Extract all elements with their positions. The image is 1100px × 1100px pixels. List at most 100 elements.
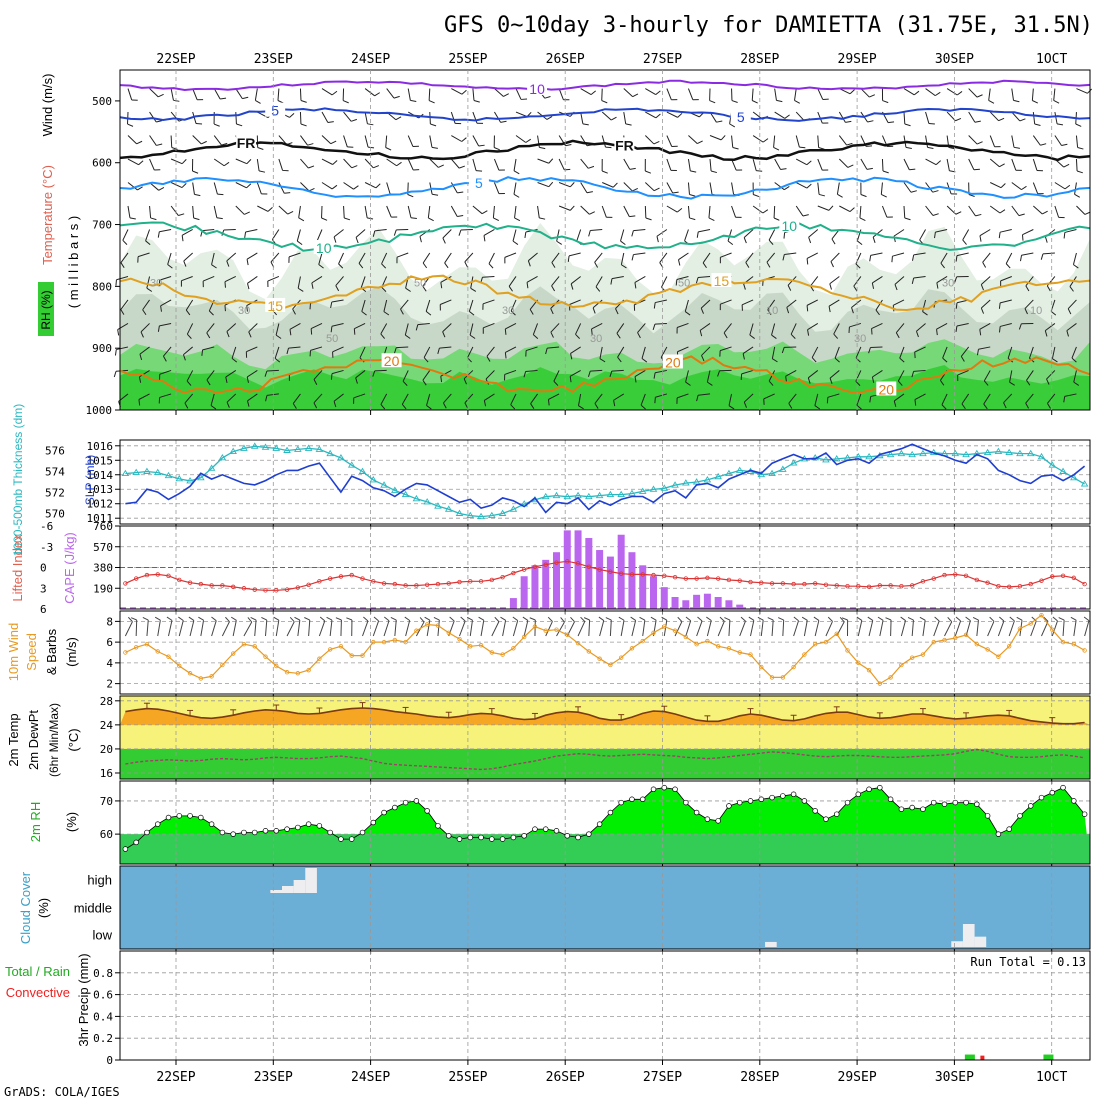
rh2m-point	[726, 803, 732, 809]
lifted-index-point	[306, 582, 311, 587]
wind-speed-point	[1060, 639, 1066, 645]
wind-barb-flag	[601, 170, 608, 174]
rh-contour-label: 30	[854, 333, 866, 345]
wind-barb	[1075, 135, 1079, 148]
y-tick-label: 1000	[86, 404, 113, 417]
wind-barb	[1033, 205, 1043, 215]
wind-barb	[127, 88, 133, 101]
wind-barb	[698, 393, 711, 396]
wind-barb	[914, 393, 926, 400]
wind-barb-flag	[157, 231, 160, 238]
wind-barb	[213, 182, 218, 195]
y-tick-label: 70	[100, 795, 113, 808]
wind-barb-flag	[426, 405, 432, 410]
lifted-index-point	[1017, 583, 1023, 589]
thickness-point	[337, 453, 345, 461]
wind-barb-flag	[1034, 123, 1041, 126]
wind-barb-flag	[527, 260, 531, 267]
wind-barb	[440, 276, 452, 283]
wind-barb	[968, 88, 978, 98]
wind-barb	[838, 111, 846, 123]
wind-barb-flag	[183, 260, 187, 267]
wind-barb	[919, 229, 926, 241]
wind-barb	[275, 323, 280, 336]
rh2m-point	[769, 794, 775, 801]
wind-barb	[677, 346, 689, 353]
wind-barb	[514, 205, 517, 218]
wind-barb-flag	[616, 333, 621, 339]
cloud-level-label: low	[92, 928, 112, 943]
top-date-label: 27SEP	[643, 52, 682, 67]
wind-barb	[897, 370, 905, 382]
wind-barb	[231, 346, 237, 359]
wind-barb-flag	[367, 146, 375, 149]
wind-barb-flag	[289, 616, 295, 623]
wind-barb	[488, 252, 495, 264]
wind-speed-point	[381, 639, 387, 645]
wind-barb-flag	[742, 353, 745, 360]
wind-barb	[451, 88, 463, 95]
wind-barb-flag	[794, 99, 801, 104]
wind-barb-flag	[261, 617, 268, 621]
wind-barb	[321, 135, 332, 145]
thickness-tick-label: 570	[45, 508, 65, 521]
wind-barb-flag	[313, 402, 318, 409]
wind-barb-flag	[640, 404, 646, 410]
wind-barb	[774, 111, 786, 119]
wind-barb-flag	[330, 140, 337, 145]
wind-barb	[989, 158, 1000, 168]
wind-barb-flag	[947, 616, 953, 623]
cape-bar	[520, 576, 528, 609]
wind-barb-flag	[594, 403, 599, 409]
wind-barb	[226, 252, 237, 262]
bottom-date-label: 26SEP	[546, 1070, 585, 1085]
bottom-date-label: 22SEP	[156, 1070, 195, 1085]
wind-barb	[749, 323, 754, 336]
wind-barb	[644, 182, 655, 192]
thickness-point	[973, 449, 981, 457]
wind-barb	[965, 620, 971, 637]
lifted-index-point	[468, 579, 473, 584]
lifted-index-point	[1039, 578, 1044, 583]
li-tick-label: -3	[40, 541, 53, 554]
wind-barb	[355, 370, 366, 379]
wind-barb-flag	[962, 239, 967, 245]
wind-barb-flag	[716, 120, 723, 123]
wind-barb-flag	[464, 402, 469, 409]
rh2m-point	[219, 829, 226, 836]
wind-barb	[601, 111, 612, 121]
wind-speed-point	[1050, 627, 1055, 632]
wind-barb-flag	[127, 616, 133, 622]
rh2m-point	[920, 806, 926, 812]
cloud-bar	[765, 941, 777, 947]
wind-barb-flag	[440, 282, 443, 289]
wind-barb	[687, 88, 694, 100]
cape-bar	[693, 594, 701, 609]
wind-barb-flag	[330, 301, 333, 309]
top-date-label: 24SEP	[351, 52, 390, 67]
wind-barb	[505, 346, 517, 353]
wind-barb	[580, 158, 589, 169]
lifted-index-point	[317, 579, 322, 584]
wind-barb	[1064, 229, 1077, 233]
wind-barb	[122, 229, 129, 241]
wind-barb-flag	[486, 356, 491, 362]
wind-barb-flag	[675, 279, 678, 286]
wind-barb	[709, 158, 712, 172]
wind-barb-flag	[410, 217, 417, 219]
thickness-point	[822, 456, 830, 463]
wind-barb	[795, 135, 800, 148]
wind-barb	[599, 346, 603, 359]
thickness-point	[304, 444, 313, 451]
wind-barb	[570, 276, 581, 285]
lifted-index-point	[996, 583, 1001, 589]
wind-barb-flag	[210, 405, 217, 410]
wind-barb	[895, 323, 905, 333]
wind-barb	[139, 346, 150, 355]
bottom-date-label: 23SEP	[254, 1070, 293, 1085]
wind-barb	[515, 88, 522, 100]
wind-barb	[751, 88, 754, 101]
wind-barb-flag	[980, 284, 984, 291]
wind-barb-flag	[708, 217, 715, 222]
wind-barb-flag	[914, 399, 917, 406]
